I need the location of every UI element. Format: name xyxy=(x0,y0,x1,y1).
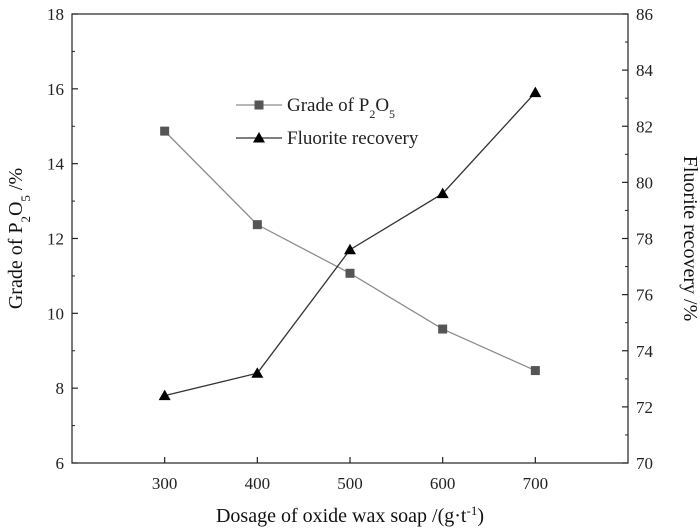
x-tick-label-4: 700 xyxy=(523,474,549,493)
x-tick-label-1: 400 xyxy=(245,474,271,493)
y-left-title-mid: O xyxy=(5,202,27,216)
legend-grade-label: Grade of P2O5 xyxy=(287,95,395,121)
legend: Grade of P2O5 Fluorite recovery xyxy=(236,95,419,149)
series-0-point-4 xyxy=(530,366,540,376)
series-0-point-0 xyxy=(160,126,170,136)
y-left-tick-label-4: 14 xyxy=(47,155,65,174)
y-left-tick-label-6: 18 xyxy=(47,5,64,24)
y-right-tick-label-4: 78 xyxy=(636,230,653,249)
series-0-point-2 xyxy=(345,268,355,278)
series-layer xyxy=(158,86,542,401)
y-right-tick-label-0: 70 xyxy=(636,454,653,473)
x-axis-title-end: ) xyxy=(477,505,484,527)
x-tick-label-0: 300 xyxy=(152,474,178,493)
series-0-point-1 xyxy=(252,220,262,230)
legend-grade-mid: O xyxy=(375,95,389,116)
x-axis-title: Dosage of oxide wax soap /(g·t-1) xyxy=(216,503,484,528)
legend-fluorite-marker xyxy=(253,132,265,143)
y-right-tick-label-8: 86 xyxy=(636,5,653,24)
y-right-tick-label-1: 72 xyxy=(636,398,653,417)
series-1-point-1 xyxy=(251,367,264,378)
y-right-axis-title: Fluorite recovery /% xyxy=(679,156,700,322)
y-right-tick-label-2: 74 xyxy=(636,342,654,361)
legend-fluorite-label: Fluorite recovery xyxy=(287,128,419,149)
x-tick-label-2: 500 xyxy=(337,474,363,493)
y-left-tick-label-0: 6 xyxy=(56,454,65,473)
series-1-point-3 xyxy=(436,187,449,199)
series-1-point-4 xyxy=(529,86,542,98)
y-left-title-suffix: /% xyxy=(5,168,27,195)
series-0-point-3 xyxy=(438,324,448,334)
y-right-tick-label-6: 82 xyxy=(636,117,653,136)
y-left-tick-label-3: 12 xyxy=(47,230,64,249)
y-left-title-prefix: Grade of P xyxy=(5,223,27,310)
plot-frame xyxy=(71,13,629,464)
series-1-point-0 xyxy=(158,389,171,401)
axis-layer: 300 400 500 600 700 6 8 10 12 14 16 18 70 72 74 76 78 80 8… xyxy=(47,5,654,493)
x-axis-title-text: Dosage of oxide wax soap /(g·t xyxy=(216,505,467,527)
y-left-tick-label-5: 16 xyxy=(47,80,64,99)
y-left-tick-label-1: 8 xyxy=(56,379,65,398)
y-right-tick-label-3: 76 xyxy=(636,286,653,305)
series-1-point-2 xyxy=(344,243,356,255)
y-right-tick-label-7: 84 xyxy=(636,61,654,80)
y-left-title-sub1: 2 xyxy=(18,216,33,223)
x-tick-label-3: 600 xyxy=(430,474,456,493)
y-left-title-sub2: 5 xyxy=(18,195,33,202)
y-left-tick-label-2: 10 xyxy=(47,304,64,323)
y-right-tick-label-5: 80 xyxy=(636,173,653,192)
legend-grade-sub2: 5 xyxy=(389,107,395,121)
legend-grade-sub1: 2 xyxy=(369,107,375,121)
legend-grade-prefix: Grade of P xyxy=(287,95,369,116)
legend-grade-marker xyxy=(254,100,264,110)
x-axis-title-sup: -1 xyxy=(466,503,477,518)
y-left-axis-title: Grade of P2O5 /% xyxy=(5,168,33,309)
